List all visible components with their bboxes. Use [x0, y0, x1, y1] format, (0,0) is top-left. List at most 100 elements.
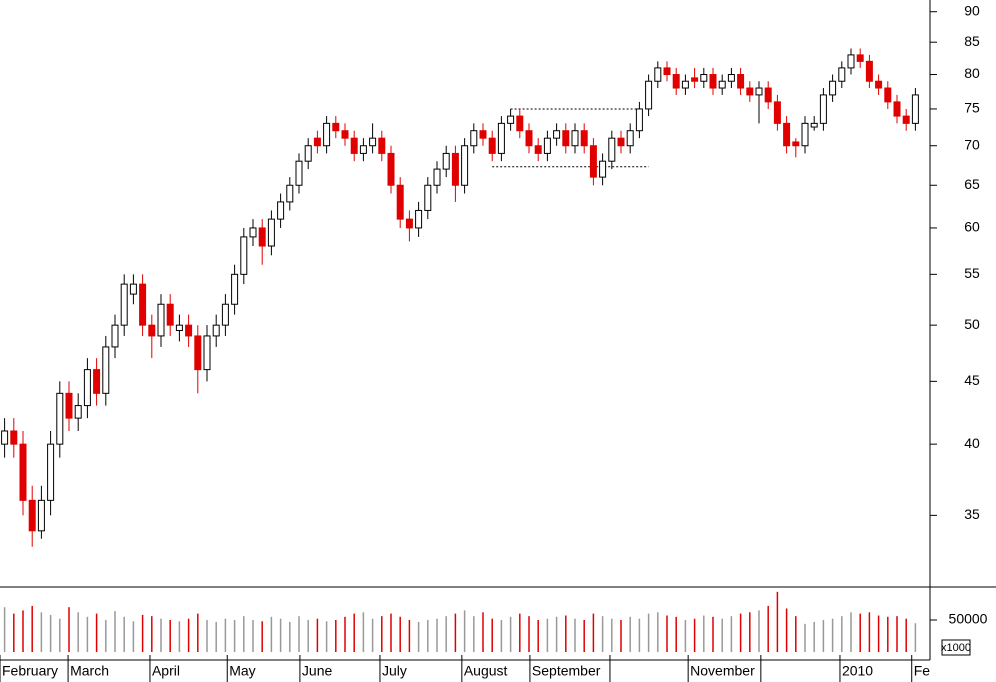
candle-body — [681, 80, 689, 89]
candle-body — [405, 218, 413, 229]
candle-body — [516, 115, 524, 132]
candle-body — [819, 94, 827, 124]
candle-body — [461, 145, 469, 186]
x-tick-label: 2010 — [842, 663, 873, 679]
candle-body — [635, 108, 643, 132]
x-tick-label: February — [2, 663, 58, 679]
candle-body — [645, 80, 653, 110]
x-tick-label: April — [152, 663, 180, 679]
x-tick-label: July — [382, 663, 407, 679]
candle-body — [801, 122, 809, 147]
candle-body — [829, 80, 837, 96]
candle-body — [166, 303, 174, 326]
y-tick-label: 50 — [964, 316, 980, 332]
x-tick-label: August — [464, 663, 508, 679]
candle-body — [497, 122, 505, 154]
candle-body — [277, 201, 285, 220]
y-tick-label: 90 — [964, 2, 980, 18]
candle-body — [240, 236, 248, 275]
candle-body — [553, 130, 561, 139]
candle-body — [231, 273, 239, 305]
x-tick-label: Fe — [914, 663, 931, 679]
candle-body — [691, 77, 699, 82]
candle-body — [120, 283, 128, 326]
candle-body — [221, 303, 229, 326]
candle-body — [672, 74, 680, 89]
candle-body — [111, 324, 119, 348]
candle-body — [10, 430, 18, 445]
x-tick-label: June — [302, 663, 333, 679]
candle-body — [608, 137, 616, 162]
candle-body — [212, 324, 220, 337]
candle-body — [727, 74, 735, 82]
candle-body — [157, 303, 165, 337]
candle-body — [525, 130, 533, 147]
candle-body — [28, 499, 36, 532]
x-tick-label: May — [229, 663, 255, 679]
candle-body — [139, 283, 147, 326]
candle-body — [424, 184, 432, 211]
candle-body — [415, 209, 423, 229]
candle-body — [286, 184, 294, 203]
candle-body — [865, 60, 873, 82]
candle-body — [911, 94, 919, 124]
candle-body — [718, 80, 726, 89]
candle-body — [249, 227, 257, 238]
candle-body — [654, 67, 662, 82]
x-tick-label: November — [690, 663, 755, 679]
candle-body — [129, 283, 137, 295]
candle-body — [783, 122, 791, 147]
candle-body — [792, 141, 800, 147]
candle-body — [1, 430, 9, 445]
candle-body — [543, 137, 551, 154]
candle-body — [194, 335, 202, 371]
candle-body — [764, 87, 772, 103]
candle-body — [148, 324, 156, 337]
candle-body — [56, 392, 64, 445]
candle-body — [470, 130, 478, 147]
candle-body — [83, 369, 91, 407]
candle-body — [534, 145, 542, 154]
unit-label: x1000 — [941, 642, 971, 654]
candle-body — [810, 122, 818, 128]
candle-body — [65, 392, 73, 419]
y-tick-label: 35 — [964, 506, 980, 522]
candle-body — [737, 74, 745, 89]
candle-body — [663, 67, 671, 76]
candle-body — [479, 130, 487, 139]
y-tick-label: 85 — [964, 33, 980, 49]
candle-body — [746, 87, 754, 96]
candle-body — [350, 137, 358, 154]
candle-body — [102, 346, 110, 394]
y-tick-label: 45 — [964, 372, 980, 388]
candle-body — [369, 137, 377, 147]
vol-tick-label: 50000 — [949, 611, 988, 627]
x-tick-label: September — [532, 663, 601, 679]
candle-body — [323, 122, 331, 147]
candle-body — [387, 152, 395, 186]
candle-body — [203, 335, 211, 371]
candle-body — [378, 137, 386, 154]
candle-body — [626, 130, 634, 147]
candle-body — [359, 145, 367, 154]
candle-body — [304, 145, 312, 162]
candle-body — [617, 137, 625, 147]
candle-body — [847, 54, 855, 69]
candle-body — [562, 130, 570, 147]
candle-body — [267, 218, 275, 247]
candle-body — [580, 130, 588, 147]
candle-body — [258, 227, 266, 247]
candle-body — [755, 87, 763, 96]
candle-body — [175, 324, 183, 332]
candle-body — [93, 369, 101, 394]
candle-body — [74, 405, 82, 419]
candle-body — [875, 80, 883, 89]
y-tick-label: 80 — [964, 65, 980, 81]
candle-body — [433, 168, 441, 186]
candle-body — [341, 130, 349, 139]
candle-body — [451, 152, 459, 186]
candle-body — [589, 145, 597, 178]
